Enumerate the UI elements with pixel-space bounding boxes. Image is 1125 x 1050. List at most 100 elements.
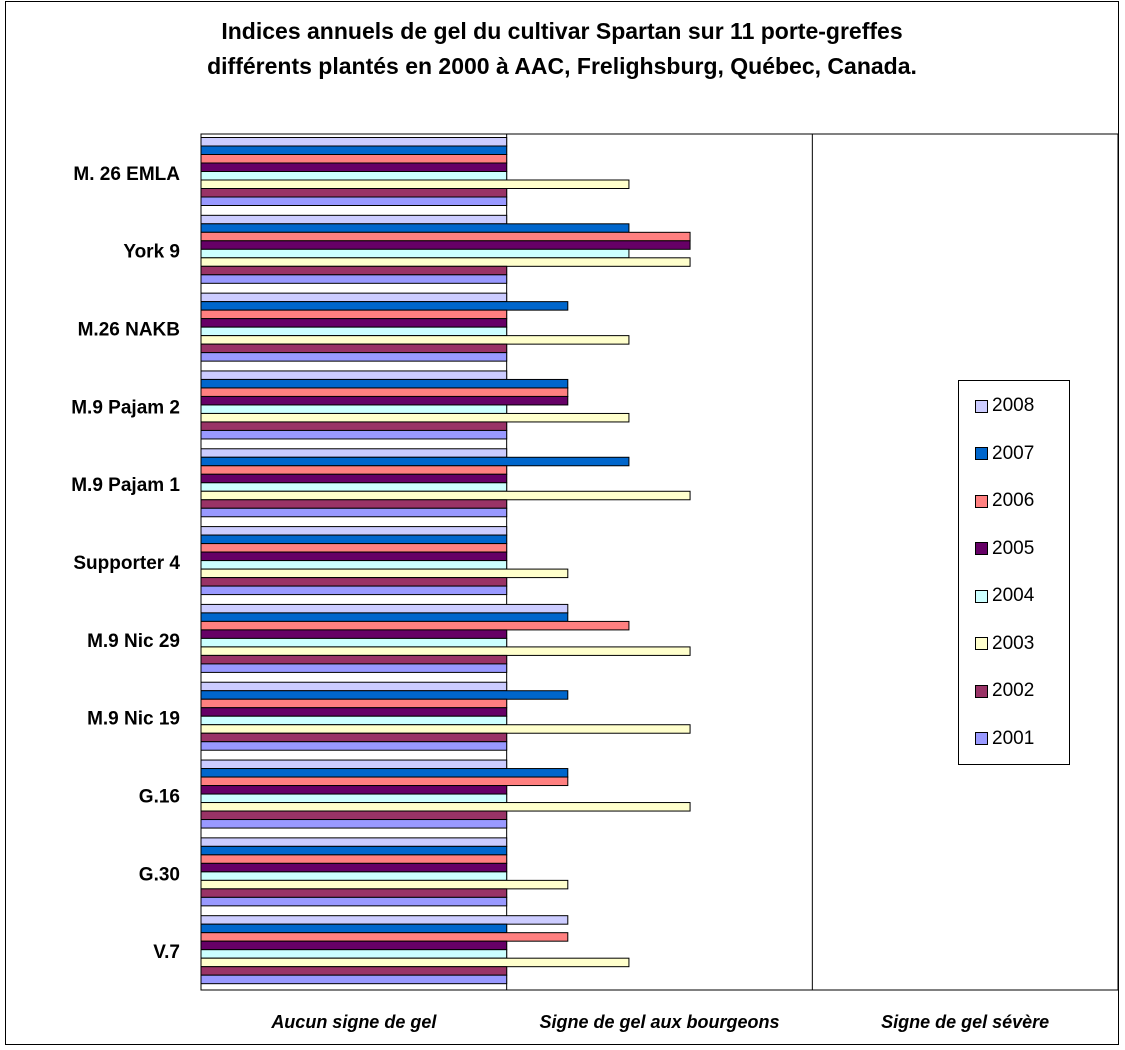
legend-swatch [975, 684, 988, 698]
legend-label: 2008 [992, 395, 1035, 416]
bar [200, 974, 508, 985]
legend-item: 2005 [975, 538, 1034, 560]
bar [200, 871, 508, 881]
category-label: M.9 Pajam 1 [71, 475, 180, 496]
bar [200, 543, 508, 553]
bar [200, 421, 508, 431]
bar [200, 335, 630, 345]
bar [200, 404, 508, 414]
legend-item: 2002 [975, 680, 1034, 702]
bar [200, 888, 508, 898]
legend-label: 2006 [992, 490, 1035, 511]
bar [200, 154, 508, 164]
bar [200, 507, 508, 518]
legend-item: 2001 [975, 728, 1034, 750]
category-label: M.9 Nic 19 [87, 709, 180, 730]
bar [200, 690, 569, 700]
x-tick-label: Signe de gel sévère [881, 1012, 1049, 1032]
bar [200, 137, 508, 147]
bar [200, 915, 569, 925]
bar [200, 612, 569, 622]
legend-item: 2006 [975, 490, 1034, 512]
bar [200, 456, 630, 467]
bar [200, 732, 508, 743]
bar [200, 759, 508, 770]
bar [200, 663, 508, 673]
bar [200, 326, 508, 337]
bar [200, 162, 508, 172]
bar [200, 240, 691, 250]
bar [200, 603, 569, 614]
legend-item: 2004 [975, 585, 1034, 607]
bar [200, 318, 508, 328]
bar [200, 387, 569, 397]
bar [200, 629, 508, 639]
legend-label: 2004 [992, 585, 1035, 606]
x-tick-label: Aucun signe de gel [270, 1012, 437, 1032]
bar [200, 681, 508, 692]
legend-label: 2002 [992, 680, 1035, 701]
bar [200, 265, 508, 276]
bar [200, 793, 508, 804]
category-label: York 9 [123, 242, 180, 263]
chart-title-line-2: différents plantés en 2000 à AAC, Frelig… [207, 53, 917, 79]
bar [200, 370, 508, 380]
bar [200, 343, 508, 354]
bar [200, 776, 569, 787]
bar [200, 465, 508, 475]
bar [200, 646, 691, 656]
chart-title-line-1: Indices annuels de gel du cultivar Spart… [221, 18, 903, 44]
legend-item: 2008 [975, 395, 1034, 417]
bar [200, 534, 508, 545]
bar [200, 274, 508, 284]
legend-swatch [975, 494, 988, 508]
category-label: G.16 [139, 786, 180, 807]
bar [200, 378, 569, 389]
bar [200, 188, 508, 198]
bar [200, 698, 508, 709]
bar [200, 837, 508, 847]
bar [200, 429, 508, 440]
chart-title: Indices annuels de gel du cultivar Spart… [5, 14, 1119, 84]
bar [200, 248, 630, 259]
legend-label: 2003 [992, 632, 1035, 654]
legend-label: 2007 [992, 442, 1035, 464]
category-label: M. 26 EMLA [73, 164, 180, 185]
category-label: M.9 Nic 29 [87, 631, 180, 652]
x-tick-label: Signe de gel aux bourgeons [539, 1012, 779, 1032]
bar [200, 412, 630, 423]
legend-swatch [975, 399, 988, 413]
bar [200, 568, 569, 579]
bar [200, 301, 569, 311]
legend-label: 2005 [992, 537, 1035, 559]
bar [200, 768, 569, 778]
bar [200, 482, 508, 492]
bar [200, 637, 508, 648]
bar [200, 802, 691, 812]
bar [200, 395, 569, 406]
legend-label: 2001 [992, 727, 1035, 749]
category-label: M.9 Pajam 2 [71, 397, 180, 418]
bar [200, 214, 508, 225]
bar [200, 620, 630, 631]
category-label: G.30 [139, 864, 180, 885]
bar [200, 257, 691, 267]
legend-swatch [975, 637, 988, 650]
bar [200, 724, 691, 734]
bar [200, 473, 508, 484]
bar [200, 171, 508, 181]
bar [200, 810, 508, 821]
legend-item: 2003 [975, 633, 1034, 655]
bar [200, 940, 508, 951]
bar [200, 560, 508, 570]
bar [200, 179, 630, 189]
legend-item: 2007 [975, 443, 1034, 465]
category-label: Supporter 4 [73, 553, 180, 574]
legend: 2008 2007 2006 2005 2004 2003 2002 2001 [958, 380, 1070, 765]
bar [200, 309, 508, 320]
bar [200, 352, 508, 362]
bar [200, 932, 569, 942]
bar [200, 966, 508, 976]
bar [200, 785, 508, 795]
